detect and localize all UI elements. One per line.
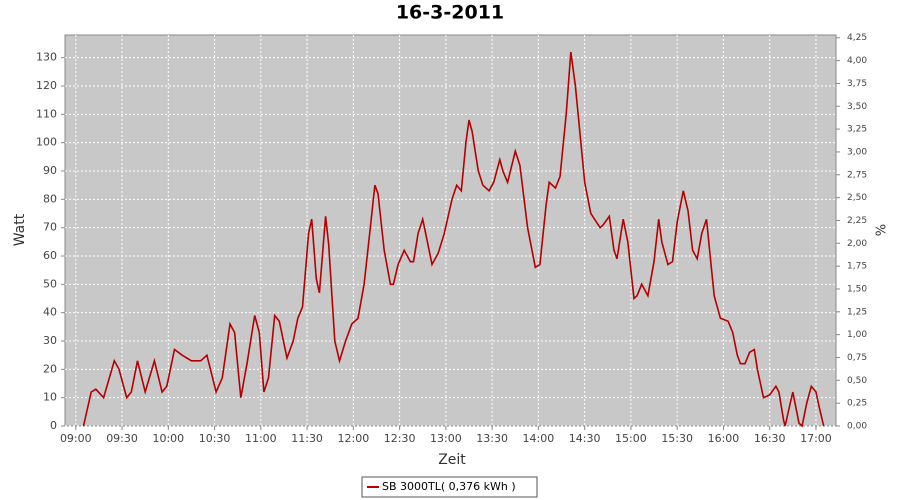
y2-tick-label: 3,50 [847, 102, 867, 112]
y-tick-label: 100 [36, 136, 57, 149]
y-tick-label: 30 [43, 334, 57, 347]
legend-box [361, 476, 538, 498]
y2-tick-label: 0,25 [847, 399, 867, 409]
y2-tick-label: 2,50 [847, 193, 867, 203]
x-axis-title: Zeit [438, 452, 466, 468]
series-line [82, 51, 825, 428]
x-tick-label: 12:30 [384, 432, 416, 445]
y2-tick-label: 3,25 [847, 125, 867, 135]
y2-tick-label: 1,75 [847, 262, 867, 272]
y2-tick-label: 3,00 [847, 147, 867, 157]
y-tick-label: 60 [43, 249, 57, 262]
x-tick-label: 17:00 [800, 432, 832, 445]
y2-tick-label: 1,50 [847, 284, 867, 294]
y2-axis-title: % [875, 224, 890, 236]
y-tick-label: 110 [36, 107, 57, 120]
y-tick-label: 130 [36, 51, 57, 64]
y2-tick-label: 0,00 [847, 422, 867, 432]
x-tick-label: 15:00 [615, 432, 647, 445]
y-tick-label: 80 [43, 192, 57, 205]
x-tick-label: 16:00 [708, 432, 740, 445]
x-tick-label: 11:00 [245, 432, 277, 445]
y2-tick-label: 1,00 [847, 330, 867, 340]
y-axis-title: Watt [12, 213, 28, 246]
x-tick-label: 13:00 [430, 432, 462, 445]
x-tick-label: 13:30 [476, 432, 508, 445]
y2-tick-label: 1,25 [847, 307, 867, 317]
y-tick-label: 40 [43, 306, 57, 319]
y-tick-label: 20 [43, 362, 57, 375]
x-tick-label: 09:00 [60, 432, 92, 445]
x-tick-label: 09:30 [106, 432, 138, 445]
x-tick-label: 14:00 [523, 432, 555, 445]
legend-label: SB 3000TL( 0,376 kWh ) [382, 480, 516, 493]
y-tick-label: 0 [50, 419, 57, 432]
y2-tick-label: 4,00 [847, 56, 867, 66]
y2-tick-label: 4,25 [847, 33, 867, 43]
y2-tick-label: 0,50 [847, 376, 867, 386]
x-tick-label: 11:30 [291, 432, 323, 445]
y-tick-label: 90 [43, 164, 57, 177]
y2-tick-label: 3,75 [847, 79, 867, 89]
plot-area [64, 34, 837, 427]
y-tick-label: 70 [43, 221, 57, 234]
y-tick-label: 10 [43, 391, 57, 404]
y-tick-label: 50 [43, 277, 57, 290]
x-tick-label: 14:30 [569, 432, 601, 445]
y2-tick-label: 2,25 [847, 216, 867, 226]
y2-tick-label: 2,00 [847, 239, 867, 249]
x-tick-label: 12:00 [338, 432, 370, 445]
x-tick-label: 16:30 [754, 432, 786, 445]
x-tick-label: 15:30 [661, 432, 693, 445]
x-tick-label: 10:00 [152, 432, 184, 445]
chart-title: 16-3-2011 [396, 2, 504, 24]
x-tick-label: 10:30 [199, 432, 231, 445]
y2-tick-label: 0,75 [847, 353, 867, 363]
y2-tick-label: 2,75 [847, 170, 867, 180]
y-tick-label: 120 [36, 79, 57, 92]
